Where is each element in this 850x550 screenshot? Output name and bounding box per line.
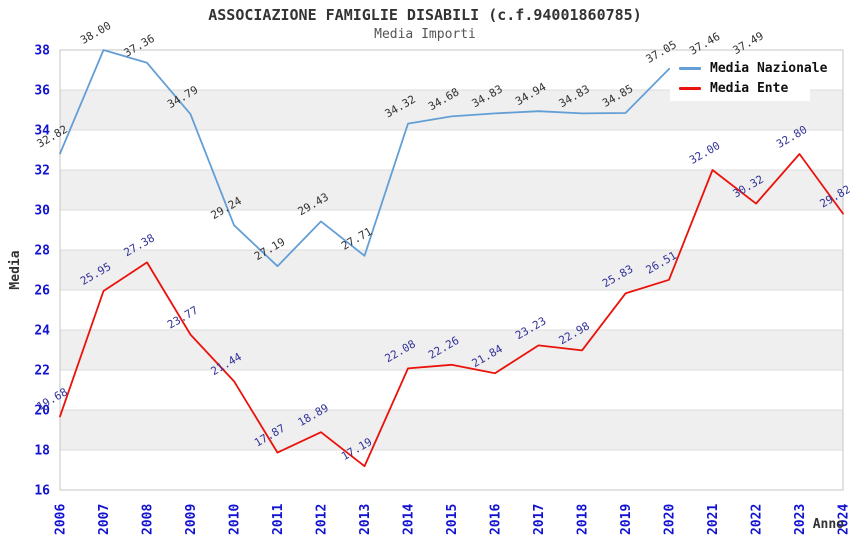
- x-tick-label: 2006: [54, 504, 69, 535]
- data-label: 23.77: [165, 304, 200, 332]
- series-line-media-ente: [59, 153, 844, 468]
- legend-label: Media Ente: [710, 81, 789, 96]
- legend-item-media-nazionale: Media Nazionale: [679, 61, 827, 76]
- y-axis-title: Media: [8, 250, 23, 290]
- plot-band: [60, 170, 843, 210]
- x-tick-label: 2023: [793, 504, 808, 535]
- x-tick-label: 2015: [445, 504, 460, 535]
- data-label: 37.49: [731, 29, 766, 57]
- x-tick-label: 2018: [576, 504, 591, 535]
- y-tick-label: 22: [34, 364, 50, 379]
- chart-title: ASSOCIAZIONE FAMIGLIE DISABILI (c.f.9400…: [208, 6, 642, 24]
- x-tick-label: 2024: [837, 504, 850, 535]
- y-tick-label: 20: [34, 404, 50, 419]
- data-label: 32.00: [687, 139, 722, 167]
- x-tick-label: 2014: [402, 504, 417, 535]
- legend-swatch-red-line-icon: [679, 87, 701, 90]
- y-tick-label: 30: [34, 204, 50, 219]
- x-tick-label: 2011: [271, 504, 286, 535]
- plot-band: [60, 410, 843, 450]
- x-tick-label: 2013: [358, 504, 373, 535]
- data-label: 27.71: [339, 225, 374, 253]
- y-tick-label: 16: [34, 484, 50, 499]
- chart-subtitle: Media Importi: [374, 27, 476, 42]
- x-tick-label: 2016: [489, 504, 504, 535]
- x-tick-label: 2007: [97, 504, 112, 535]
- x-tick-label: 2008: [141, 504, 156, 535]
- plot-border: [59, 49, 844, 491]
- data-label: 38.00: [78, 19, 113, 47]
- legend-item-media-ente: Media Ente: [679, 81, 810, 96]
- legend-label: Media Nazionale: [710, 61, 828, 76]
- x-tick-label: 2021: [706, 504, 721, 535]
- y-tick-label: 34: [34, 124, 50, 139]
- chart-legend: Media Nazionale Media Ente: [670, 56, 827, 101]
- legend-swatch-blue-line-icon: [679, 67, 701, 70]
- y-tick-label: 28: [34, 244, 50, 259]
- x-tick-label: 2010: [228, 504, 243, 535]
- y-tick-label: 36: [34, 84, 50, 99]
- x-tick-label: 2020: [663, 504, 678, 535]
- data-label: 19.68: [35, 385, 70, 413]
- x-tick-label: 2022: [750, 504, 765, 535]
- y-tick-label: 38: [34, 44, 50, 59]
- x-tick-label: 2017: [532, 504, 547, 535]
- plot-band: [60, 330, 843, 370]
- data-label: 37.46: [687, 30, 722, 58]
- data-label: 37.36: [122, 32, 157, 60]
- x-tick-label: 2009: [184, 504, 199, 535]
- y-tick-label: 26: [34, 284, 50, 299]
- y-tick-label: 32: [34, 164, 50, 179]
- x-tick-label: 2019: [619, 504, 634, 535]
- plot-band: [60, 250, 843, 290]
- y-tick-label: 18: [34, 444, 50, 459]
- series-line-media-nazionale: [59, 49, 757, 268]
- y-tick-label: 24: [34, 324, 50, 339]
- x-tick-label: 2012: [315, 504, 330, 535]
- x-axis-title: Anno: [812, 517, 844, 532]
